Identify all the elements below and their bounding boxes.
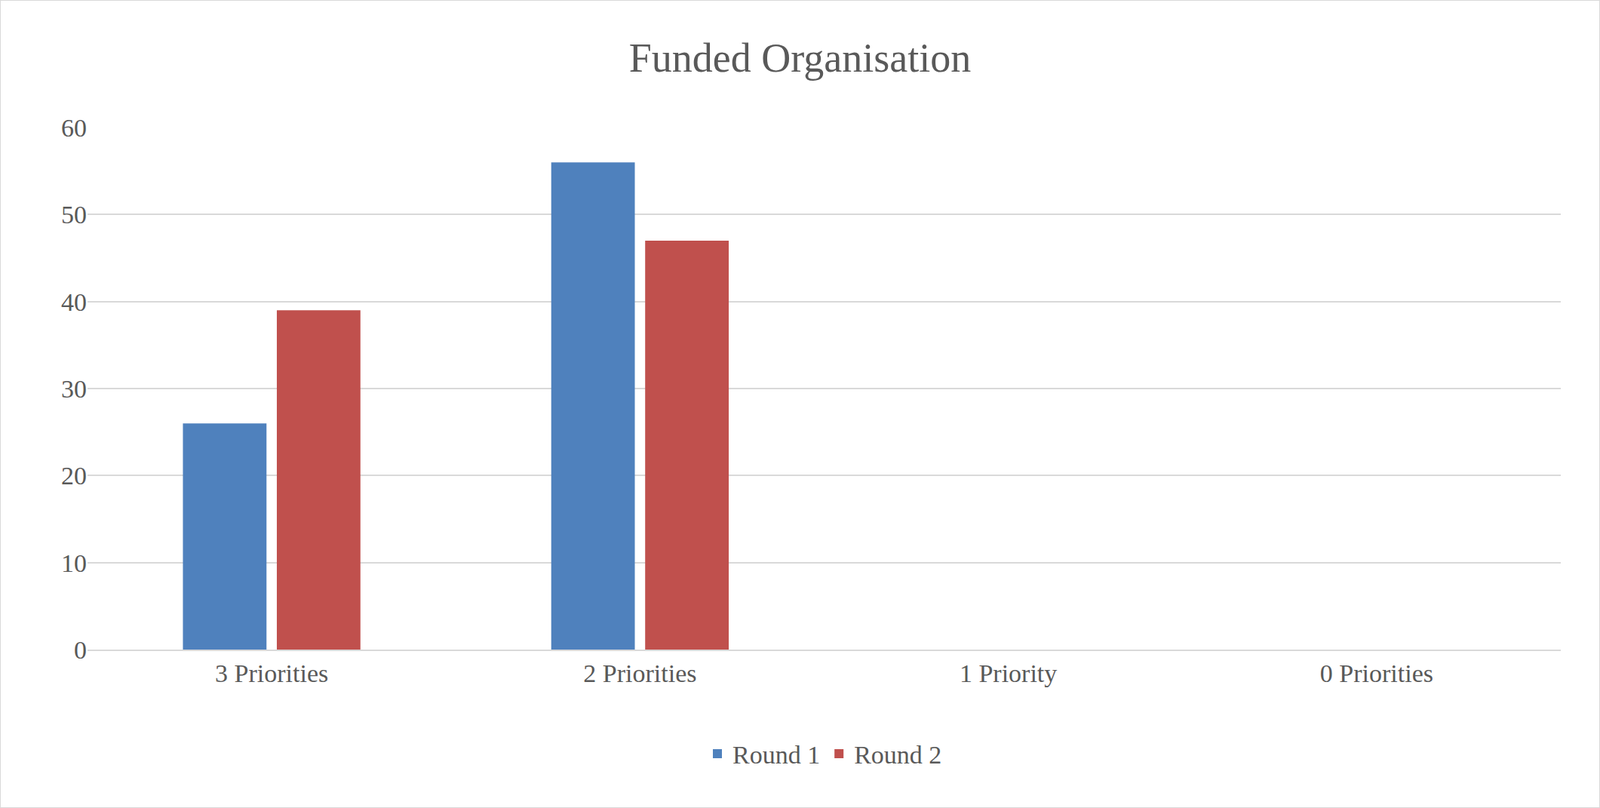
svg-text:30: 30 <box>61 374 87 403</box>
svg-text:0 Priorities: 0 Priorities <box>1320 659 1434 688</box>
svg-text:2 Priorities: 2 Priorities <box>583 659 697 688</box>
svg-text:1 Priority: 1 Priority <box>959 659 1057 688</box>
svg-text:50: 50 <box>61 200 87 229</box>
svg-text:0: 0 <box>73 635 87 664</box>
svg-text:Round 2: Round 2 <box>853 740 942 769</box>
svg-text:60: 60 <box>61 113 87 142</box>
svg-text:10: 10 <box>61 549 87 578</box>
svg-text:3 Priorities: 3 Priorities <box>214 659 329 688</box>
svg-text:40: 40 <box>61 288 87 317</box>
svg-text:20: 20 <box>61 461 87 490</box>
svg-text:Round 1: Round 1 <box>732 740 820 769</box>
svg-text:Funded Organisation: Funded Organisation <box>629 35 971 81</box>
